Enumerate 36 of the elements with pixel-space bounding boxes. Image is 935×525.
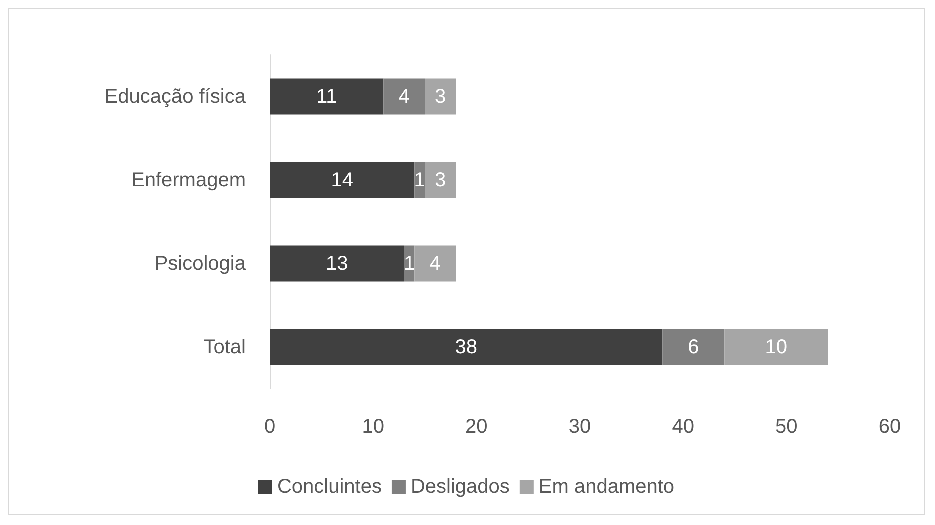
data-label: 10 bbox=[765, 336, 788, 358]
bar bbox=[662, 329, 725, 366]
y-tick-label: Educação física bbox=[104, 86, 247, 108]
x-tick-label: 0 bbox=[264, 416, 276, 438]
x-tick-label: 20 bbox=[466, 416, 488, 438]
bar bbox=[270, 246, 404, 282]
bar bbox=[425, 78, 456, 115]
data-label: 3 bbox=[434, 169, 446, 192]
bar bbox=[270, 329, 663, 366]
x-tick-label: 40 bbox=[672, 416, 694, 438]
bar bbox=[724, 329, 828, 366]
x-tick-label: 10 bbox=[362, 416, 384, 438]
data-label: 4 bbox=[398, 86, 410, 108]
bar bbox=[414, 246, 456, 282]
bar bbox=[384, 78, 425, 115]
legend-label: Concluintes bbox=[277, 476, 382, 498]
x-tick-label: 30 bbox=[568, 416, 592, 438]
data-label: 14 bbox=[331, 169, 354, 192]
data-label: 38 bbox=[455, 336, 478, 358]
data-label: 1 bbox=[404, 252, 416, 275]
data-label: 3 bbox=[434, 86, 446, 108]
y-tick-label: Enfermagem bbox=[132, 169, 246, 192]
data-label: 1 bbox=[414, 169, 426, 192]
bar bbox=[270, 78, 384, 115]
x-tick-label: 60 bbox=[878, 416, 902, 438]
data-label: 11 bbox=[316, 86, 338, 108]
legend-label: Em andamento bbox=[538, 476, 675, 498]
bar bbox=[425, 162, 456, 198]
data-label: 6 bbox=[688, 336, 700, 358]
y-tick-label: Psicologia bbox=[154, 252, 247, 275]
x-tick-label: 50 bbox=[776, 416, 798, 438]
data-label: 13 bbox=[326, 252, 348, 275]
bar bbox=[270, 162, 415, 198]
legend-label: Desligados bbox=[410, 476, 510, 498]
data-label: 4 bbox=[430, 252, 441, 275]
y-tick-label: Total bbox=[204, 336, 246, 358]
